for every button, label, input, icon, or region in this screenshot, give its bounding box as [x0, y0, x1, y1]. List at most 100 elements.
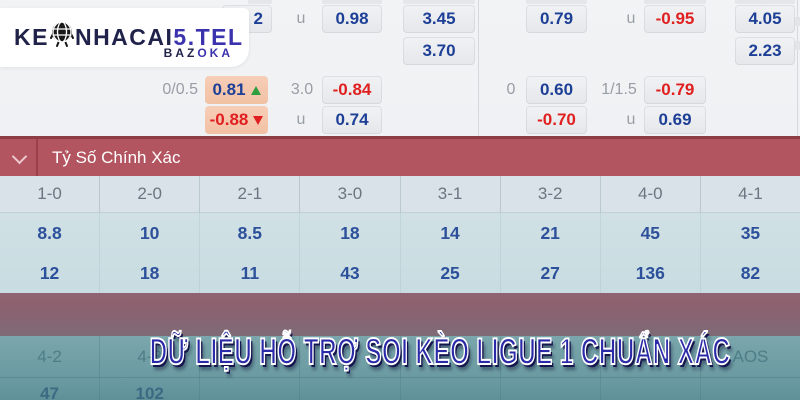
score-odds-value[interactable]: 102 — [100, 377, 201, 400]
logo-part-nhacai: NHACAI — [74, 24, 174, 50]
score-column-header: 4-0 — [601, 176, 701, 212]
score-column-header: 4-3 — [100, 336, 201, 377]
odds-cell[interactable]: 2.23 — [735, 37, 795, 65]
score-column-header: 3-1 — [401, 176, 501, 212]
cutoff-box-fragment — [644, 0, 706, 4]
score-odds-value[interactable]: 21 — [501, 212, 601, 254]
score-odds-value[interactable]: 14 — [401, 212, 501, 254]
odds-value: -0.70 — [537, 110, 576, 129]
up-arrow-icon — [250, 85, 261, 95]
odds-cell[interactable]: 0.79 — [526, 5, 587, 33]
logo-sub-dark: BAZ — [163, 46, 198, 60]
dimmed-section-bar — [0, 293, 800, 336]
logo-subtitle: BAZOKA — [164, 46, 233, 60]
score-odds-value — [601, 377, 701, 400]
score-column-header: AOS — [732, 346, 769, 366]
section-bar-top-border — [0, 136, 800, 139]
score-odds-value[interactable]: 45 — [601, 212, 701, 254]
handicap-label: 0 — [506, 81, 516, 98]
odds-label-under: u — [626, 111, 636, 128]
odds-cell[interactable]: -0.70 — [526, 106, 587, 134]
odds-cell[interactable]: 4.05 — [735, 5, 795, 33]
score-header-row: 1-0 2-0 2-1 3-0 3-1 3-2 4-0 4-1 — [0, 176, 800, 213]
bottom-score-table — [0, 336, 800, 400]
score-column-header — [501, 336, 601, 377]
odds-value: 0.98 — [335, 9, 369, 28]
promo-banner: DỮ LIỆU HỖ TRỢ SOI KÈO LIGUE 1 CHUẨN XÁC — [0, 330, 800, 373]
odds-cell-highlighted[interactable]: -0.88 — [205, 106, 268, 134]
score-column-header — [300, 336, 401, 377]
odds-cell[interactable]: 0.74 — [322, 106, 382, 134]
score-odds-value[interactable]: 25 — [401, 254, 501, 293]
score-odds-value — [701, 377, 800, 400]
section-title: Tỷ Số Chính Xác — [52, 147, 181, 167]
score-odds-row: 12 18 11 43 25 27 136 82 — [0, 254, 800, 293]
odds-value: -0.95 — [655, 9, 695, 28]
odds-cell[interactable]: 0.69 — [644, 106, 706, 134]
score-odds-value[interactable]: 8.5 — [200, 212, 301, 254]
odds-value: 0.60 — [539, 80, 574, 99]
odds-cell[interactable]: 0.60 — [526, 76, 587, 104]
score-column-header: 3-2 — [501, 176, 601, 212]
score-odds-value[interactable]: 35 — [740, 222, 761, 243]
logo-part-5tel: 5.TEL — [173, 24, 244, 50]
cutoff-box-fragment — [735, 0, 795, 4]
handicap-label: 1/1.5 — [601, 81, 637, 98]
handicap-label: 3.0 — [290, 81, 314, 98]
score-odds-value[interactable]: 47 — [0, 377, 101, 400]
score-odds-value — [501, 377, 601, 400]
correct-score-section-header[interactable]: Tỷ Số Chính Xác — [0, 139, 800, 176]
logo-text: KE NHACAI5.TEL — [14, 20, 244, 54]
score-column-header: 4-1 — [738, 184, 763, 203]
odds-cell[interactable]: 0.98 — [322, 5, 382, 33]
handicap-label: 0/0.5 — [162, 81, 198, 98]
score-column-header: 4-2 — [0, 336, 101, 377]
bottom-odds-row: 47 102 — [0, 377, 800, 400]
score-column-header — [401, 336, 501, 377]
cutoff-box-fragment — [248, 0, 272, 4]
cutoff-box-fragment — [322, 0, 382, 4]
globe-mascot-icon — [49, 20, 74, 54]
score-column-header: 2-0 — [100, 176, 201, 212]
odds-label-under: u — [626, 10, 636, 27]
odds-value: 4.05 — [748, 9, 782, 28]
score-odds-value[interactable]: 11 — [200, 254, 301, 293]
score-odds-value[interactable]: 27 — [501, 254, 601, 293]
odds-cell[interactable]: 3.70 — [403, 37, 475, 65]
score-odds-value[interactable]: 43 — [300, 254, 401, 293]
odds-cell[interactable]: 3.45 — [403, 5, 475, 33]
score-odds-value[interactable]: 82 — [740, 263, 761, 283]
odds-value: 0.79 — [539, 9, 574, 28]
score-odds-value[interactable]: 136 — [601, 254, 701, 293]
odds-cell[interactable]: -0.95 — [644, 5, 706, 33]
score-column-header: 5-4 — [601, 336, 701, 377]
promo-banner-text: DỮ LIỆU HỖ TRỢ SOI KÈO LIGUE 1 CHUẨN XÁC — [149, 330, 731, 373]
score-odds-value — [200, 377, 301, 400]
score-odds-value — [300, 377, 401, 400]
odds-cell-highlighted[interactable]: 0.81 — [205, 76, 268, 104]
score-odds-row: 8.8 10 8.5 18 14 21 45 35 — [0, 212, 800, 254]
bottom-header-row: 4-2 4-3 5-4 AOS — [0, 336, 800, 378]
score-odds-value — [401, 377, 501, 400]
score-odds-value[interactable]: 18 — [300, 212, 401, 254]
odds-cell[interactable]: -0.84 — [322, 76, 382, 104]
odds-cell[interactable]: -0.79 — [644, 76, 706, 104]
score-odds-value[interactable]: 10 — [100, 212, 201, 254]
cutoff-edge-fragment — [793, 17, 800, 26]
site-logo[interactable]: KE NHACAI5.TEL BAZOKA — [0, 8, 249, 67]
odds-value: -0.84 — [332, 80, 372, 99]
odds-value: 3.70 — [422, 41, 456, 60]
score-column-header: 3-0 — [300, 176, 401, 212]
bar-divider — [36, 139, 38, 176]
panel-divider — [478, 0, 479, 136]
score-odds-value[interactable]: 18 — [100, 254, 201, 293]
score-odds-value[interactable]: 12 — [0, 254, 101, 293]
chevron-down-icon[interactable] — [11, 148, 28, 165]
odds-value: 0.74 — [335, 110, 369, 129]
logo-sub-accent: OKA — [197, 46, 233, 60]
cutoff-box-fragment — [403, 0, 475, 4]
logo-part-ke: KE — [14, 24, 49, 50]
score-odds-value[interactable]: 8.8 — [0, 212, 101, 254]
odds-value: 2.23 — [748, 41, 782, 60]
